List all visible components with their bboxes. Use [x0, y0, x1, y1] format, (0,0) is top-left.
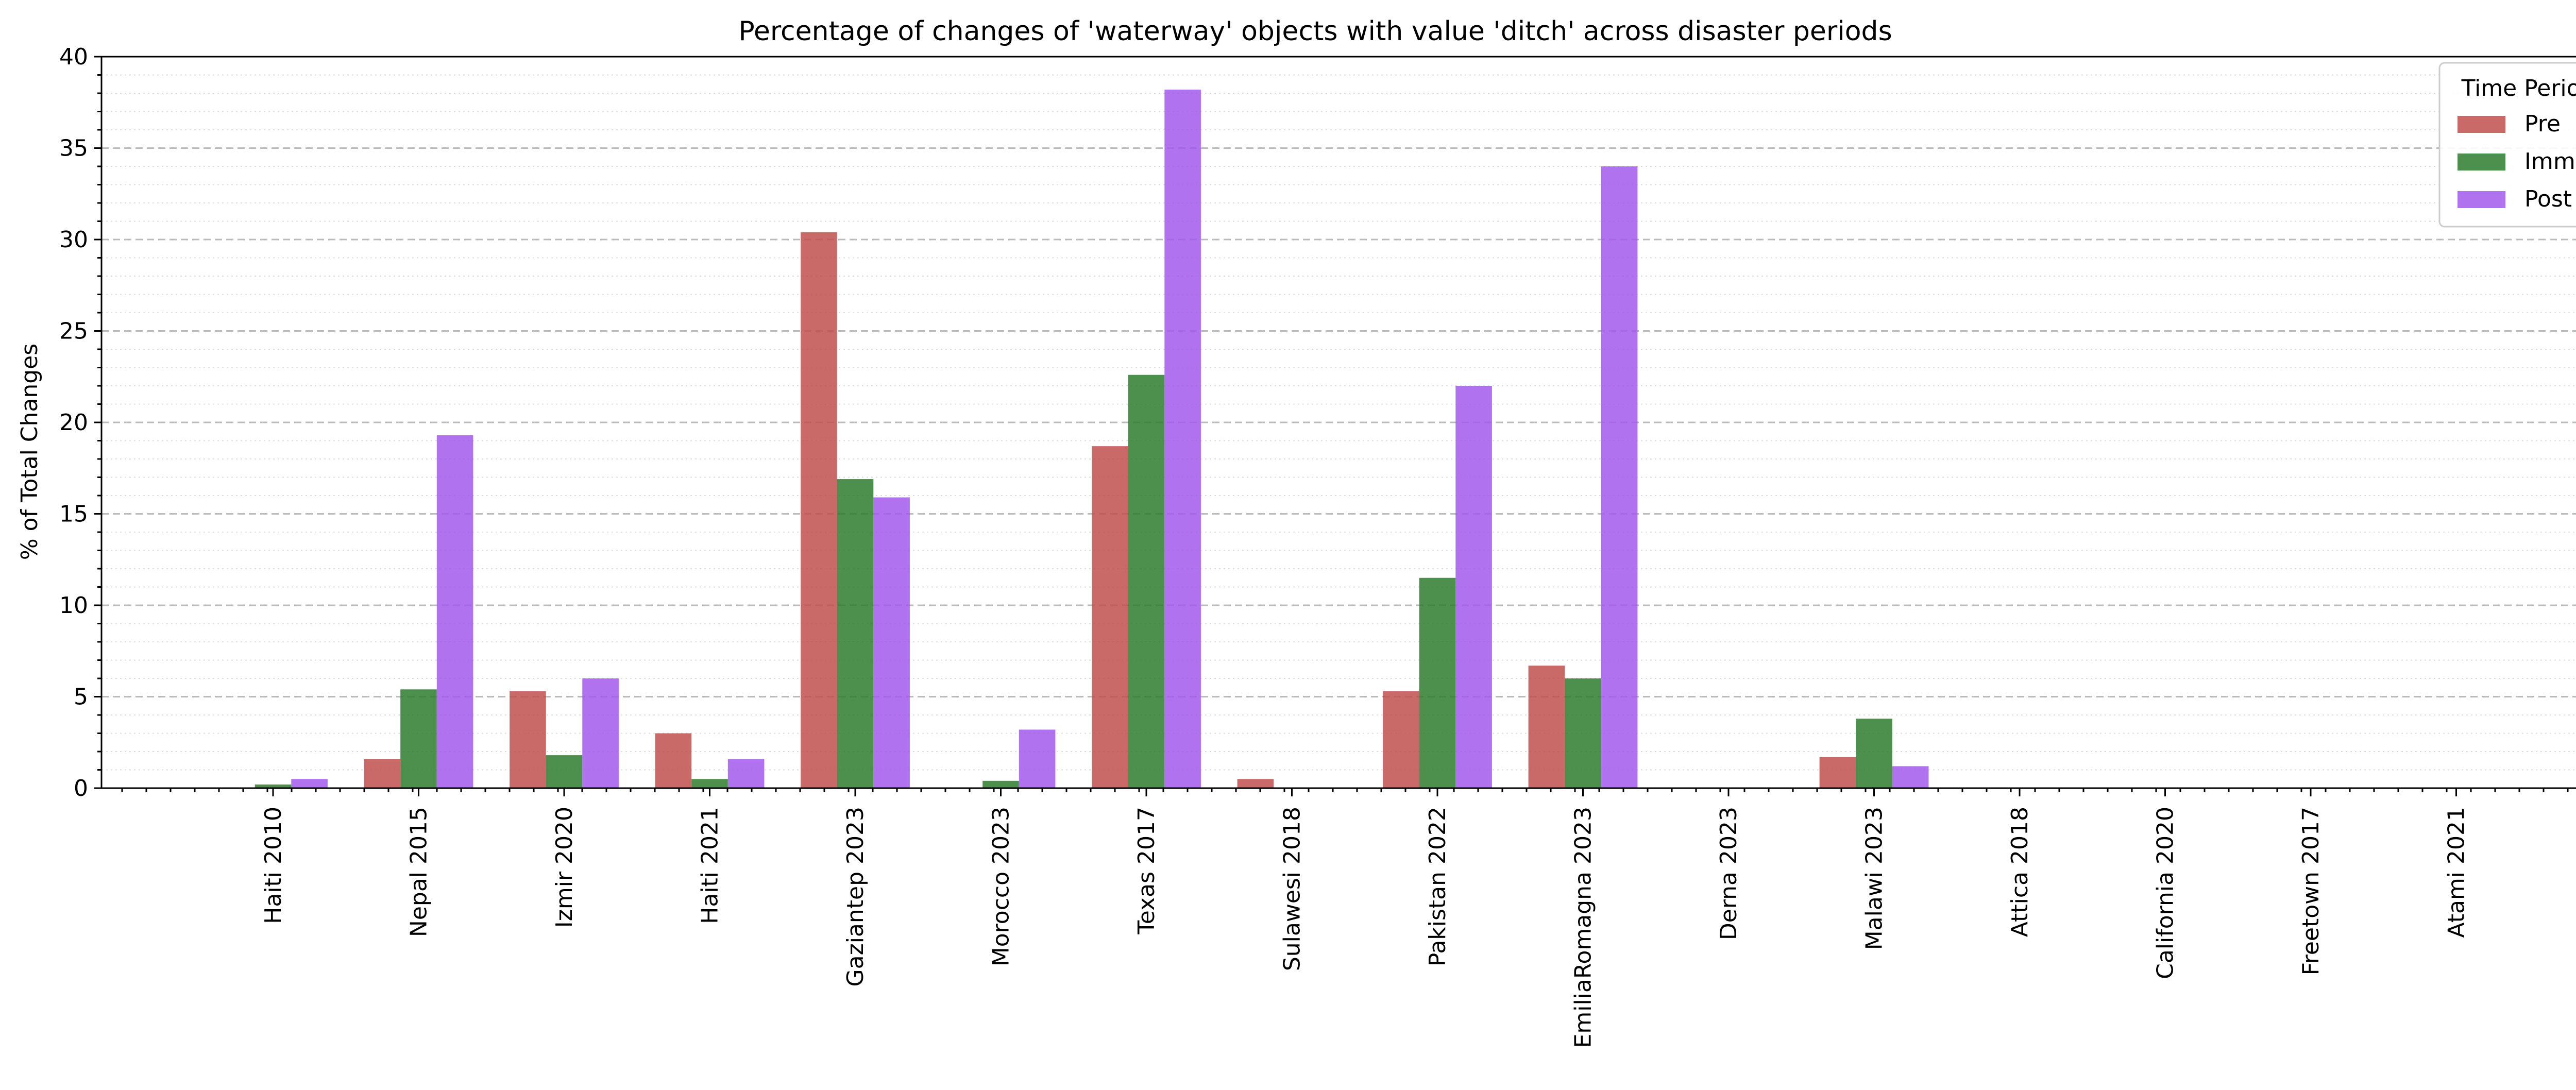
- y-tick-label: 35: [59, 135, 88, 162]
- legend-items: Pre Imm Post: [2458, 111, 2575, 212]
- x-tick-label: Izmir 2020: [551, 807, 578, 928]
- bar-post: [1601, 166, 1638, 788]
- x-tick-label: California 2020: [2153, 807, 2179, 979]
- bar-post: [727, 759, 765, 788]
- axes: [94, 56, 2576, 796]
- bar-pre: [1528, 666, 1565, 788]
- legend-label-pre: Pre: [2524, 111, 2561, 137]
- bar-imm: [837, 479, 874, 788]
- x-tick-labels: Haiti 2010 Nepal 2015 Izmir 2020 Haiti 2021…: [260, 807, 2470, 1048]
- legend-swatch-post: [2458, 191, 2505, 208]
- x-tick-label: Morocco 2023: [988, 807, 1014, 966]
- bar-imm: [1565, 678, 1601, 788]
- bar-pre: [1237, 779, 1274, 788]
- bar-imm: [255, 784, 292, 788]
- bar-pre: [655, 733, 692, 788]
- bar-imm: [1419, 577, 1456, 788]
- bars: [255, 89, 1929, 788]
- y-tick-label: 10: [59, 592, 88, 619]
- y-tick-label: 20: [59, 410, 88, 436]
- bar-imm: [1856, 719, 1892, 788]
- legend-box: [2438, 62, 2576, 228]
- y-tick-label: 5: [74, 684, 88, 710]
- bar-post: [873, 497, 910, 788]
- bar-post: [1892, 766, 1929, 788]
- bar-post: [1455, 386, 1492, 788]
- bar-pre: [510, 691, 546, 788]
- legend-label-post: Post: [2524, 186, 2572, 212]
- bar-imm: [691, 779, 728, 788]
- bar-post: [436, 435, 473, 788]
- bar-pre: [364, 759, 401, 788]
- legend-title: Time Period: [2461, 75, 2576, 101]
- x-tick-label: Haiti 2021: [697, 807, 723, 924]
- legend: Time Period Pre Imm Post: [2438, 62, 2576, 228]
- bar-imm: [546, 755, 583, 788]
- chart-title: Percentage of changes of 'waterway' obje…: [738, 16, 1892, 47]
- legend-swatch-pre: [2458, 116, 2505, 133]
- bar-imm: [1128, 374, 1165, 788]
- bar-post: [582, 678, 619, 788]
- x-tick-label: EmiliaRomagna 2023: [1570, 807, 1597, 1048]
- x-tick-label: Nepal 2015: [406, 807, 432, 937]
- x-tick-label: Derna 2023: [1716, 807, 1742, 940]
- bar-post: [1164, 89, 1201, 788]
- y-tick-label: 40: [59, 44, 88, 70]
- x-tick-label: Attica 2018: [2007, 807, 2033, 937]
- x-tick-label: Texas 2017: [1133, 807, 1160, 935]
- y-tick-label: 15: [59, 501, 88, 527]
- x-tick-label: Gaziantep 2023: [842, 807, 869, 986]
- bar-pre: [1383, 691, 1419, 788]
- x-tick-label: Malawi 2023: [1861, 807, 1888, 950]
- y-tick-label: 25: [59, 318, 88, 345]
- x-tick-label: Sulawesi 2018: [1279, 807, 1306, 971]
- x-tick-label: Atami 2021: [2444, 807, 2470, 938]
- y-tick-label: 30: [59, 227, 88, 253]
- x-tick-label: Pakistan 2022: [1425, 807, 1451, 966]
- bar-post: [1019, 729, 1056, 788]
- y-tick-labels: 0 5 10 15 20 25 30 35 40: [59, 44, 88, 802]
- x-tick-label: Haiti 2010: [260, 807, 286, 924]
- bar-pre: [1092, 446, 1128, 788]
- y-axis-label: % of Total Changes: [16, 344, 43, 560]
- bar-pre: [801, 232, 837, 788]
- legend-swatch-imm: [2458, 154, 2505, 171]
- y-tick-label: 0: [74, 775, 88, 802]
- bar-imm: [400, 689, 437, 788]
- bar-post: [291, 779, 328, 788]
- legend-label-imm: Imm: [2524, 148, 2575, 175]
- bar-imm: [982, 780, 1019, 788]
- bar-pre: [1819, 757, 1856, 788]
- x-tick-label: Freetown 2017: [2298, 807, 2324, 975]
